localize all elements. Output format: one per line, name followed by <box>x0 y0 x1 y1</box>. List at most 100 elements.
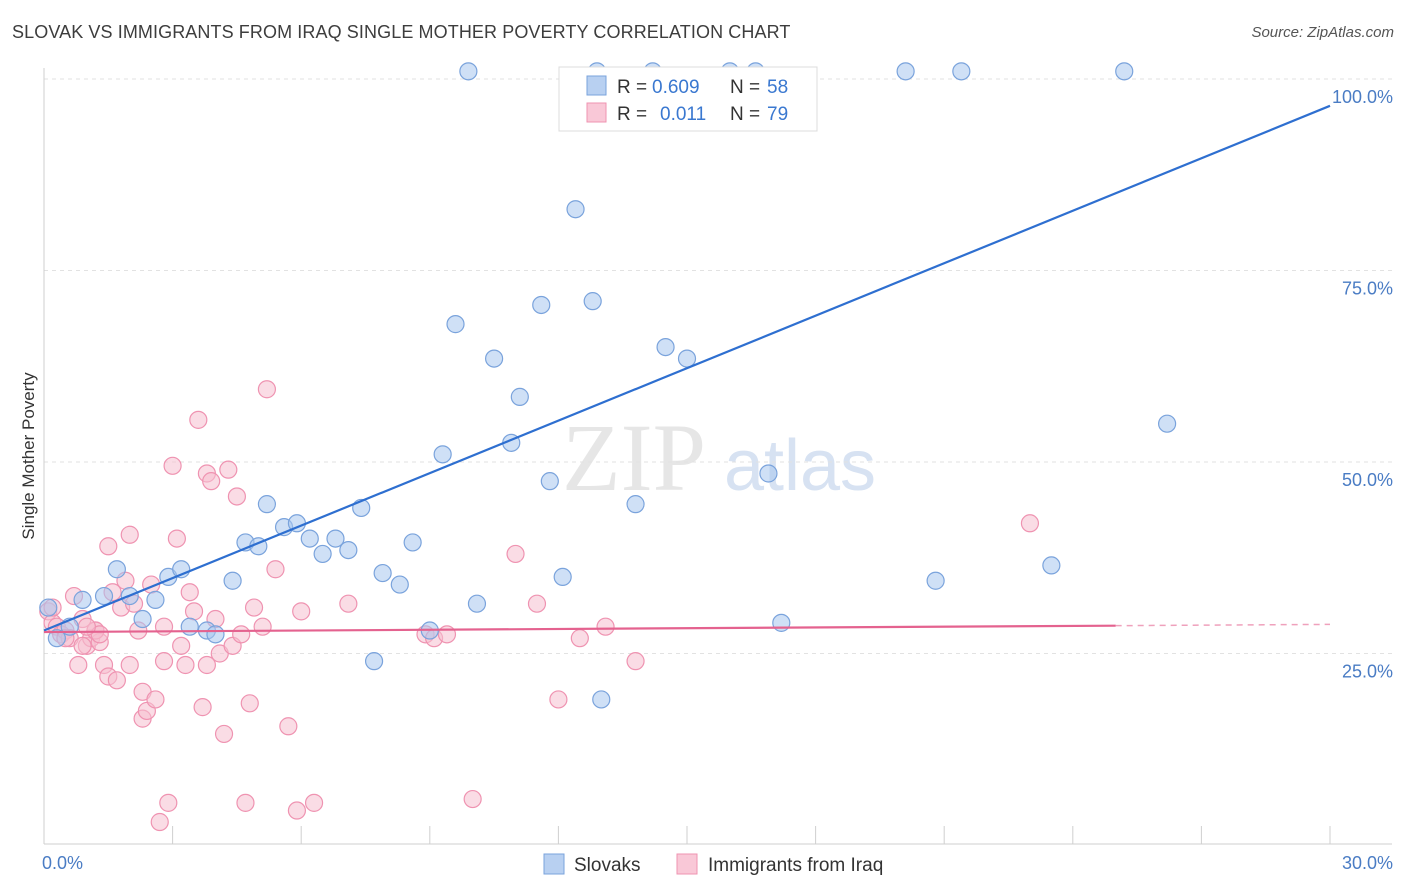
bottom-legend-swatch-slovaks <box>543 853 565 875</box>
iraq-point <box>73 636 92 655</box>
slovaks-point <box>107 560 126 579</box>
slovaks-point <box>485 349 504 368</box>
slovaks-point <box>73 590 92 609</box>
iraq-point <box>527 594 547 613</box>
y-tick-label: 50.0% <box>1342 470 1393 490</box>
slovaks-point <box>1115 62 1134 81</box>
y-axis-label: Single Mother Poverty <box>19 372 38 540</box>
legend-r-value-slovaks: 0.609 <box>652 77 700 98</box>
bottom-legend-label-slovaks: Slovaks <box>574 855 641 876</box>
iraq-point <box>279 717 298 736</box>
slovaks-point <box>896 62 915 81</box>
slovaks-point <box>446 315 465 334</box>
legend-swatch-iraq <box>586 102 607 123</box>
y-tick-label: 25.0% <box>1342 662 1393 682</box>
slovaks-point <box>759 464 778 483</box>
slovaks-point <box>540 472 559 491</box>
slovaks-point <box>459 62 478 81</box>
iraq-point <box>287 801 307 820</box>
trend-lines <box>43 104 1331 634</box>
slovaks-point <box>390 575 409 594</box>
iraq-point <box>266 560 285 579</box>
axes <box>43 68 1392 845</box>
iraq-point <box>120 655 139 675</box>
iraq-point <box>253 617 272 636</box>
slovaks-point <box>772 613 791 632</box>
slovaks-point <box>1042 556 1061 575</box>
slovaks-point <box>300 529 319 548</box>
slovaks-point <box>47 629 66 648</box>
watermark-atlas: atlas <box>724 426 876 506</box>
slovaks-point <box>326 529 345 548</box>
iraq-point <box>159 793 178 812</box>
y-tick-labels: 25.0% 50.0% 75.0% 100.0% <box>1332 87 1393 682</box>
iraq-point <box>463 789 482 809</box>
slovaks-point <box>626 495 645 514</box>
iraq-point <box>232 625 251 644</box>
x-tick-label-min: 0.0% <box>42 853 83 873</box>
bottom-legend-label-iraq: Immigrants from Iraq <box>708 855 883 876</box>
x-ticks <box>43 826 1331 844</box>
iraq-point <box>304 793 324 812</box>
iraq-point <box>120 525 139 544</box>
iraq-point <box>176 655 195 675</box>
iraq-point <box>339 594 358 613</box>
slovaks-point <box>223 571 242 590</box>
slovaks-point <box>553 567 572 587</box>
legend-swatch-slovaks <box>586 75 607 96</box>
legend-r-value-iraq: 0.011 <box>660 104 706 125</box>
series-iraq-points <box>39 380 1040 832</box>
trend-line-iraq <box>43 624 1116 634</box>
slovaks-point <box>373 563 392 583</box>
slovaks-point <box>532 295 551 315</box>
iraq-point <box>107 671 126 690</box>
gridlines <box>44 78 1392 654</box>
iraq-point <box>236 793 255 812</box>
slovaks-point <box>94 586 114 606</box>
trend-line-iraq-extension <box>1115 623 1331 627</box>
iraq-point <box>146 690 165 709</box>
iraq-point <box>189 410 208 429</box>
slovaks-point <box>180 617 199 636</box>
iraq-point <box>240 694 259 713</box>
iraq-point <box>549 690 568 709</box>
slovaks-point <box>467 594 487 613</box>
iraq-point <box>154 652 174 671</box>
iraq-point <box>154 617 174 636</box>
top-legend: R = 0.609 N = 58 R = 0.011 N = 79 <box>558 66 818 132</box>
slovaks-point <box>403 533 422 552</box>
iraq-point <box>99 537 118 556</box>
watermark-zip: ZIP <box>562 404 706 511</box>
slovaks-point <box>433 445 452 464</box>
iraq-point <box>570 629 589 648</box>
slovaks-point <box>257 495 277 514</box>
y-tick-label: 75.0% <box>1342 279 1393 299</box>
iraq-point <box>257 380 277 399</box>
iraq-point <box>202 472 221 491</box>
legend-n-label-slovaks: N = <box>730 77 760 98</box>
legend-n-value-iraq: 79 <box>767 104 788 125</box>
iraq-point <box>1020 514 1040 533</box>
iraq-point <box>163 456 182 475</box>
legend-r-label-iraq: R = <box>617 104 647 125</box>
bottom-legend-swatch-iraq <box>676 853 698 875</box>
slovaks-point <box>656 338 675 357</box>
iraq-point <box>596 617 615 636</box>
slovaks-point <box>677 349 697 368</box>
iraq-point <box>437 625 457 644</box>
iraq-point <box>69 655 88 675</box>
slovaks-point <box>364 652 384 671</box>
iraq-point <box>506 544 525 564</box>
slovaks-point <box>339 540 358 560</box>
slovaks-point <box>952 62 971 81</box>
slovaks-point <box>133 609 152 629</box>
slovaks-point <box>313 544 332 564</box>
slovaks-point <box>1158 414 1177 433</box>
iraq-point <box>626 652 645 671</box>
x-tick-label-max: 30.0% <box>1342 853 1393 873</box>
legend-n-label-iraq: N = <box>730 104 760 125</box>
iraq-point <box>180 583 199 602</box>
series-slovaks-points <box>39 62 1177 709</box>
bottom-legend: Slovaks Immigrants from Iraq <box>543 853 883 876</box>
